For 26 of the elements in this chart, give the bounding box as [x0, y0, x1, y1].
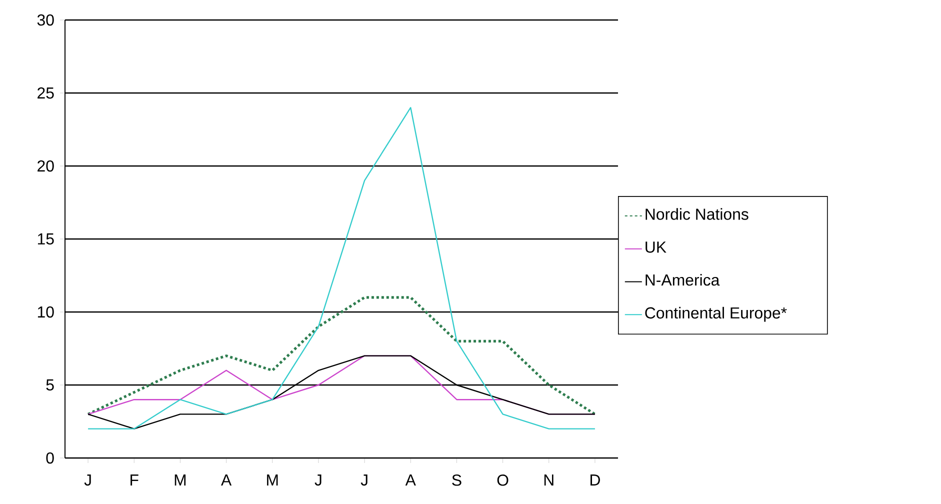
- x-tick-label: O: [497, 474, 508, 486]
- y-tick-label: 5: [46, 379, 54, 391]
- legend-label: Nordic Nations: [646, 208, 748, 220]
- y-tick-label: 15: [38, 233, 54, 245]
- x-tick-label: D: [590, 474, 600, 486]
- x-tick-label: N: [544, 474, 554, 486]
- x-tick-label: S: [452, 474, 462, 486]
- x-tick-label: A: [405, 474, 416, 486]
- y-tick-label: 20: [38, 160, 54, 172]
- y-tick-label: 10: [38, 306, 54, 318]
- legend-label: Continental Europe*: [645, 306, 787, 322]
- x-tick-label: J: [84, 474, 91, 486]
- y-tick-label: 0: [46, 452, 54, 464]
- y-tick-label: 30: [37, 14, 54, 26]
- x-tick-label: J: [360, 474, 368, 486]
- x-tick-label: F: [130, 474, 138, 486]
- line-series: [87, 355, 596, 430]
- line-series: [86, 296, 596, 416]
- x-tick-label: M: [174, 474, 186, 486]
- x-tick-label: J: [314, 474, 322, 486]
- legend-label: N-America: [646, 274, 720, 286]
- x-tick-label: A: [221, 474, 232, 486]
- line-series: [87, 107, 596, 430]
- y-tick-label: 25: [38, 87, 54, 99]
- legend-label: UK: [646, 242, 666, 253]
- x-tick-label: M: [267, 474, 278, 486]
